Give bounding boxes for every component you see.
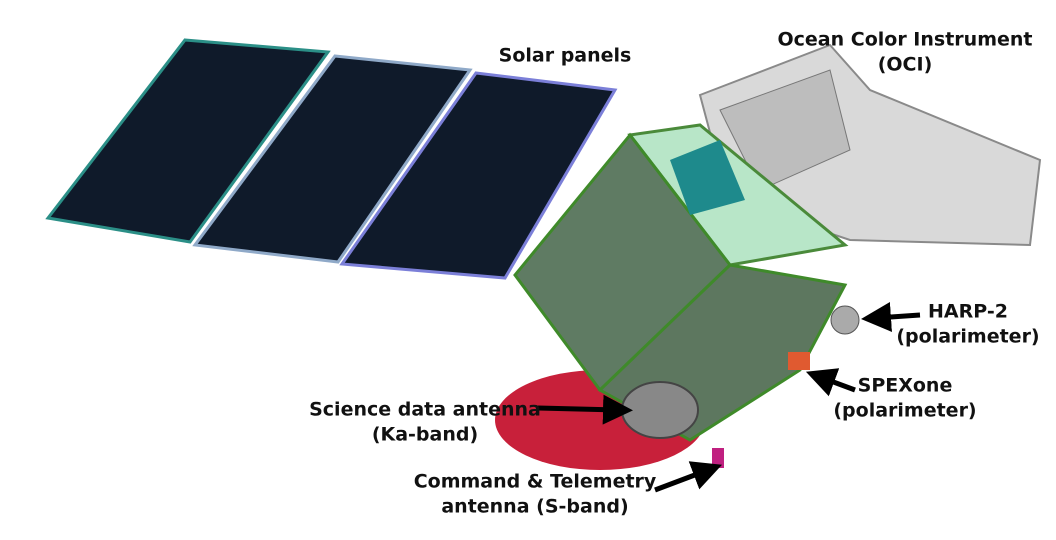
arrow (537, 394, 633, 425)
science-antenna-dish (621, 381, 699, 439)
solar-panel (339, 71, 618, 280)
arrow (654, 461, 723, 493)
label: SPEXone (858, 375, 953, 397)
s-band-antenna (712, 448, 724, 468)
label: HARP-2 (928, 301, 1008, 323)
solar-panel (192, 54, 473, 264)
label: (polarimeter) (833, 400, 976, 422)
spexone-device (788, 352, 810, 370)
label: (OCI) (878, 54, 933, 76)
mount (670, 140, 745, 215)
label: Science data antenna (309, 399, 541, 421)
satellite (45, 38, 1042, 470)
label: antenna (S-band) (441, 496, 628, 518)
arrow (805, 368, 856, 397)
labels: Solar panels Ocean Color Instrument (OCI) H… (309, 29, 1040, 518)
label: Solar panels (499, 45, 632, 67)
arrows (537, 302, 921, 493)
solar-panel (45, 38, 331, 244)
label: (polarimeter) (896, 326, 1039, 348)
label: Ocean Color Instrument (778, 29, 1033, 51)
label: (Ka-band) (372, 424, 478, 446)
harp-2-device (830, 305, 860, 335)
label: Command & Telemetry (414, 471, 657, 493)
arrow (861, 302, 921, 332)
